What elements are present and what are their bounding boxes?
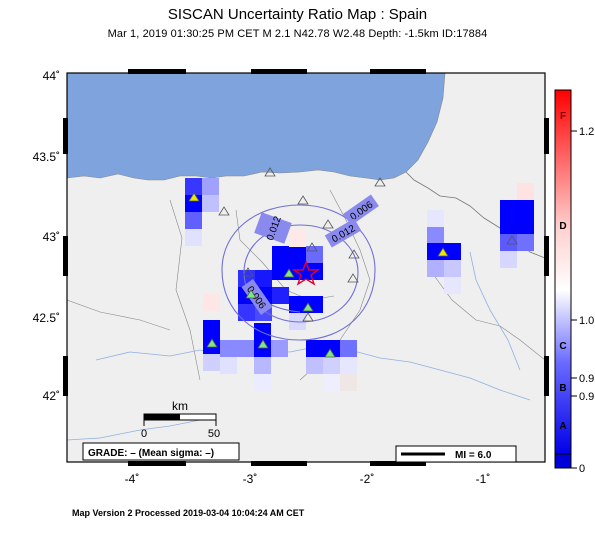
map-area: 0.012 0.006 0.012 0.006 xyxy=(67,73,545,462)
mi-legend: MI = 6.0 xyxy=(395,445,517,463)
mi-text: MI = 6.0 xyxy=(455,450,492,461)
grade-text: GRADE: – (Mean sigma: –) xyxy=(88,448,214,459)
lat-label: 42.5˚ xyxy=(33,311,60,325)
lon-label: -2˚ xyxy=(360,472,375,486)
station-marker xyxy=(188,192,200,202)
station-marker xyxy=(322,219,334,229)
map-title: SISCAN Uncertainty Ratio Map : Spain xyxy=(167,6,428,23)
scale-unit: km xyxy=(172,399,188,413)
station-marker xyxy=(306,242,318,252)
bay-of-biscay xyxy=(67,73,446,181)
grade-box: GRADE: – (Mean sigma: –) xyxy=(82,442,240,461)
station-marker xyxy=(218,206,230,216)
event-subtitle: Mar 1, 2019 01:30:25 PM CET M 2.1 N42.78… xyxy=(107,28,488,40)
uncertainty-cells xyxy=(185,178,534,391)
station-marker xyxy=(374,177,386,187)
map-version-footer: Map Version 2 Processed 2019-03-04 10:04… xyxy=(72,508,305,518)
scale-bar: km 0 50 xyxy=(141,399,220,440)
grade-letter: D xyxy=(559,221,566,232)
station-marker xyxy=(257,339,269,349)
lon-label: -4˚ xyxy=(125,472,140,486)
lat-label: 43˚ xyxy=(43,230,60,244)
grade-letter: B xyxy=(559,383,566,394)
scale-tick: 0 xyxy=(141,428,147,440)
stations xyxy=(188,167,518,358)
station-marker xyxy=(206,338,218,348)
border-line xyxy=(67,299,171,331)
station-marker xyxy=(283,268,295,278)
station-marker xyxy=(437,247,449,257)
grade-letter: F xyxy=(560,111,566,122)
colorbar-value: 1.0 xyxy=(579,315,594,327)
lon-label: -3˚ xyxy=(243,472,258,486)
river xyxy=(469,251,521,371)
colorbar-value: 1.2 xyxy=(579,126,594,138)
river xyxy=(67,419,201,441)
grade-letter: A xyxy=(559,421,566,432)
colorbar: F D C B A 1.2 1.0 0.9 0.9 0 xyxy=(554,89,594,475)
lat-label: 42˚ xyxy=(43,389,60,403)
station-marker xyxy=(264,167,276,177)
scale-tick: 50 xyxy=(208,428,220,440)
grade-letter: C xyxy=(559,341,566,352)
longitude-labels: -4˚ -3˚ -2˚ -1˚ xyxy=(125,472,491,486)
station-marker xyxy=(347,273,359,283)
station-marker xyxy=(506,235,518,245)
border-line xyxy=(169,199,201,381)
colorbar-value: 0 xyxy=(579,463,585,475)
frame-ticks xyxy=(63,69,549,466)
station-marker xyxy=(245,289,257,299)
station-marker xyxy=(348,249,360,259)
station-marker xyxy=(324,348,336,358)
colorbar-value: 0.9 xyxy=(579,391,594,403)
border-line xyxy=(429,269,545,361)
station-marker xyxy=(242,267,254,277)
station-marker xyxy=(297,195,309,205)
station-marker xyxy=(302,302,314,312)
station-marker xyxy=(302,312,314,322)
lat-label: 44˚ xyxy=(43,69,60,83)
lon-label: -1˚ xyxy=(476,472,491,486)
epicenter-star xyxy=(291,260,321,286)
lat-label: 43.5˚ xyxy=(33,150,60,164)
latitude-labels: 44˚ 43.5˚ 43˚ 42.5˚ 42˚ xyxy=(33,69,60,403)
colorbar-value: 0.9 xyxy=(579,373,594,385)
